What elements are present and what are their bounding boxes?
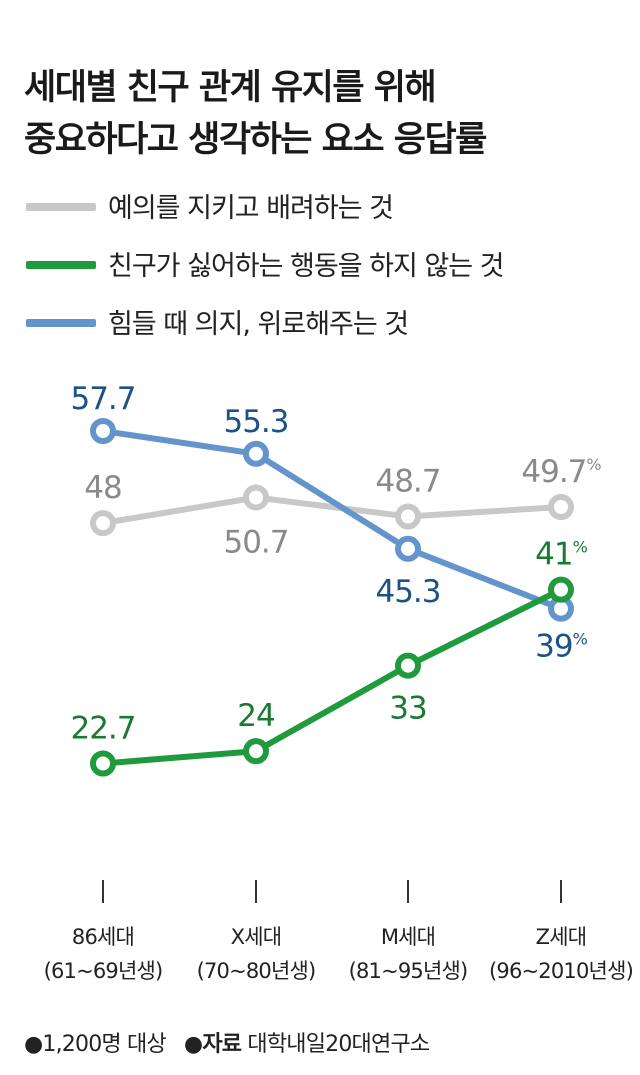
x-label-86-name: 86세대 bbox=[71, 925, 135, 949]
footer-sample: 1,200명 대상 bbox=[42, 1032, 166, 1057]
point-support-1 bbox=[243, 440, 269, 467]
legend-swatch-avoid-dislikes bbox=[26, 261, 96, 269]
data-label-courtesy-1: 50.7 bbox=[223, 525, 288, 561]
x-label-m-name: M세대 bbox=[380, 925, 436, 949]
x-label-m-years: (81~95년생) bbox=[348, 959, 469, 983]
legend-label-courtesy: 예의를 지키고 배려하는 것 bbox=[108, 193, 394, 224]
data-label-avoid-dislikes-0: 22.7 bbox=[70, 711, 135, 747]
point-courtesy-0 bbox=[90, 510, 116, 537]
x-label-x-name: X세대 bbox=[230, 925, 282, 949]
footer-bullet-2: ● bbox=[183, 1032, 203, 1057]
footer-source: 대학내일20대연구소 bbox=[247, 1032, 430, 1057]
x-label-86: 86세대 (61~69년생) bbox=[18, 920, 188, 988]
legend-swatch-support bbox=[26, 319, 96, 327]
data-label-support-0: 57.7 bbox=[70, 381, 135, 417]
point-avoid-dislikes-0 bbox=[90, 750, 116, 777]
x-label-z-name: Z세대 bbox=[535, 925, 587, 949]
data-label-unit: % bbox=[586, 455, 601, 474]
point-support-2 bbox=[395, 535, 421, 562]
data-label-unit: % bbox=[573, 537, 588, 556]
point-courtesy-1 bbox=[243, 484, 269, 511]
legend-label-support: 힘들 때 의지, 위로해주는 것 bbox=[108, 309, 409, 340]
data-label-avoid-dislikes-2: 33 bbox=[389, 691, 426, 727]
x-label-z-years: (96~2010년생) bbox=[489, 959, 634, 983]
point-courtesy-3 bbox=[548, 494, 574, 520]
x-label-86-years: (61~69년생) bbox=[43, 959, 164, 983]
data-label-avoid-dislikes-3: 41% bbox=[535, 537, 587, 573]
data-label-support-2: 45.3 bbox=[375, 574, 440, 610]
point-avoid-dislikes-2 bbox=[395, 652, 421, 679]
series-line-support bbox=[100, 428, 564, 612]
legend-label-avoid-dislikes: 친구가 싫어하는 행동을 하지 않는 것 bbox=[108, 251, 505, 282]
legend-swatch-courtesy bbox=[26, 203, 96, 211]
data-label-support-3: 39% bbox=[535, 629, 587, 665]
x-axis-labels: 86세대 (61~69년생) X세대 (70~80년생) M세대 (81~95년… bbox=[0, 920, 640, 1000]
footer-bullet-1: ● bbox=[24, 1032, 43, 1057]
point-courtesy-2 bbox=[395, 503, 421, 530]
chart-title: 세대별 친구 관계 유지를 위해 중요하다고 생각하는 요소 응답률 bbox=[24, 62, 624, 166]
line-chart: 48 50.7 48.7 49.7% 22.7 24 33 41% 57.7 55.3 45.3 39… bbox=[70, 381, 602, 903]
data-label-courtesy-2: 48.7 bbox=[375, 464, 440, 500]
chart-title-line2: 중요하다고 생각하는 요소 응답률 bbox=[24, 120, 487, 160]
x-label-z: Z세대 (96~2010년생) bbox=[476, 920, 640, 988]
footer-source-label: 자료 bbox=[202, 1032, 242, 1057]
data-label-courtesy-3: 49.7% bbox=[521, 454, 601, 490]
point-avoid-dislikes-1 bbox=[243, 738, 269, 765]
data-label-unit: % bbox=[573, 629, 588, 648]
point-support-0 bbox=[90, 418, 116, 444]
data-label-courtesy-0: 48 bbox=[84, 470, 121, 506]
series-line-courtesy bbox=[100, 494, 564, 527]
data-label-avoid-dislikes-1: 24 bbox=[237, 698, 274, 734]
x-label-x: X세대 (70~80년생) bbox=[171, 920, 341, 988]
data-label-support-1: 55.3 bbox=[223, 404, 288, 440]
chart-title-line1: 세대별 친구 관계 유지를 위해 bbox=[24, 68, 437, 108]
footer-note: ●1,200명 대상 ●자료 대학내일20대연구소 bbox=[24, 1026, 430, 1058]
point-avoid-dislikes-3 bbox=[548, 576, 574, 603]
x-label-x-years: (70~80년생) bbox=[196, 959, 317, 983]
series-line-avoid-dislikes bbox=[100, 586, 564, 767]
x-label-m: M세대 (81~95년생) bbox=[323, 920, 493, 988]
